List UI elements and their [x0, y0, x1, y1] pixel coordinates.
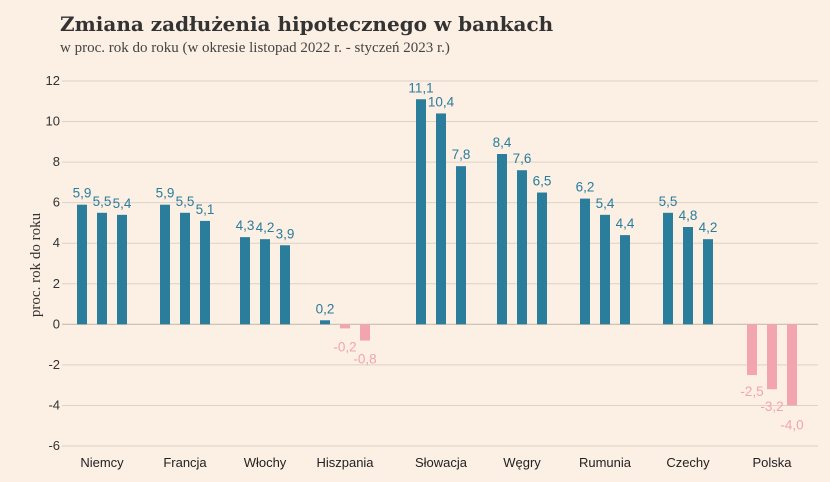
bar	[200, 220, 210, 325]
x-category-label: Czechy	[666, 455, 710, 470]
data-label: 4,2	[256, 220, 275, 235]
bar	[360, 324, 370, 341]
bar	[456, 166, 466, 325]
bar	[280, 245, 290, 325]
bar	[416, 99, 426, 325]
bar	[340, 324, 350, 329]
bar	[320, 320, 330, 325]
bar	[117, 214, 127, 325]
data-label: -0,2	[333, 339, 356, 354]
y-tick-label: 0	[53, 316, 60, 331]
bar	[767, 324, 777, 390]
data-label: 4,8	[679, 208, 698, 223]
data-label: 0,2	[316, 301, 335, 316]
axes: -6 -4 -2 0 2 4 6 8 10 12 Niemcy Francja Włochy Hiszpa…	[46, 73, 793, 470]
data-label: 4,2	[699, 220, 718, 235]
chart-title: Zmiana zadłużenia hipotecznego w bankach	[60, 12, 554, 36]
data-label: 4,4	[616, 216, 635, 231]
data-label: 6,5	[533, 174, 552, 189]
y-axis-label: proc. rok do roku	[28, 212, 44, 317]
y-tick-label: 4	[53, 235, 60, 250]
bar	[436, 113, 446, 325]
data-label: 5,4	[113, 196, 132, 211]
bar	[787, 324, 797, 406]
x-category-label: Włochy	[244, 455, 287, 470]
y-tick-label: 10	[46, 114, 60, 129]
x-category-label: Francja	[163, 455, 207, 470]
data-label: 7,8	[452, 147, 471, 162]
y-tick-label: 2	[53, 276, 60, 291]
x-category-label: Węgry	[503, 455, 541, 470]
y-tick-label: -6	[48, 438, 60, 453]
data-label: -2,5	[740, 384, 763, 399]
chart-subtitle: w proc. rok do roku (w okresie listopad …	[60, 40, 450, 56]
data-label: 5,1	[196, 202, 215, 217]
x-category-label: Słowacja	[415, 455, 468, 470]
data-label: 7,6	[513, 151, 532, 166]
data-label: 5,5	[176, 194, 195, 209]
data-label: -3,2	[760, 399, 783, 414]
data-label: -0,8	[353, 352, 376, 367]
data-label: 4,3	[236, 218, 255, 233]
bar	[663, 212, 673, 325]
y-tick-label: 12	[46, 73, 60, 88]
bar	[97, 212, 107, 325]
bar	[240, 237, 250, 325]
bar	[517, 170, 527, 325]
y-tick-label: 6	[53, 195, 60, 210]
bar	[600, 214, 610, 325]
data-label: 6,2	[576, 180, 595, 195]
x-category-label: Polska	[752, 455, 792, 470]
bar	[497, 154, 507, 325]
y-tick-label: 8	[53, 154, 60, 169]
data-labels: 5,9 5,9 4,3 0,2 11,1 8,4 6,2 5,5 -2,5 5,5 5,5 4,2 -0…	[73, 80, 804, 432]
y-tick-label: -4	[48, 397, 60, 412]
data-label: 5,9	[156, 186, 175, 201]
data-label: 8,4	[493, 135, 512, 150]
bar	[580, 198, 590, 325]
bar	[683, 227, 693, 325]
bar	[160, 204, 170, 325]
bar	[747, 324, 757, 376]
data-label: 5,5	[659, 194, 678, 209]
bar	[537, 192, 547, 325]
x-category-label: Hiszpania	[316, 455, 374, 470]
data-label: 5,4	[596, 196, 615, 211]
bar	[180, 212, 190, 325]
bar	[620, 235, 630, 325]
bars	[77, 99, 797, 406]
bar	[703, 239, 713, 325]
y-tick-label: -2	[48, 357, 60, 372]
x-category-label: Niemcy	[80, 455, 124, 470]
data-label: 5,5	[93, 194, 112, 209]
data-label: -4,0	[780, 417, 803, 432]
data-label: 3,9	[276, 226, 295, 241]
data-label: 10,4	[428, 94, 455, 109]
bar	[260, 239, 270, 325]
data-label: 11,1	[408, 80, 433, 95]
bar	[77, 204, 87, 325]
data-label: 5,9	[73, 186, 92, 201]
x-category-label: Rumunia	[579, 455, 632, 470]
